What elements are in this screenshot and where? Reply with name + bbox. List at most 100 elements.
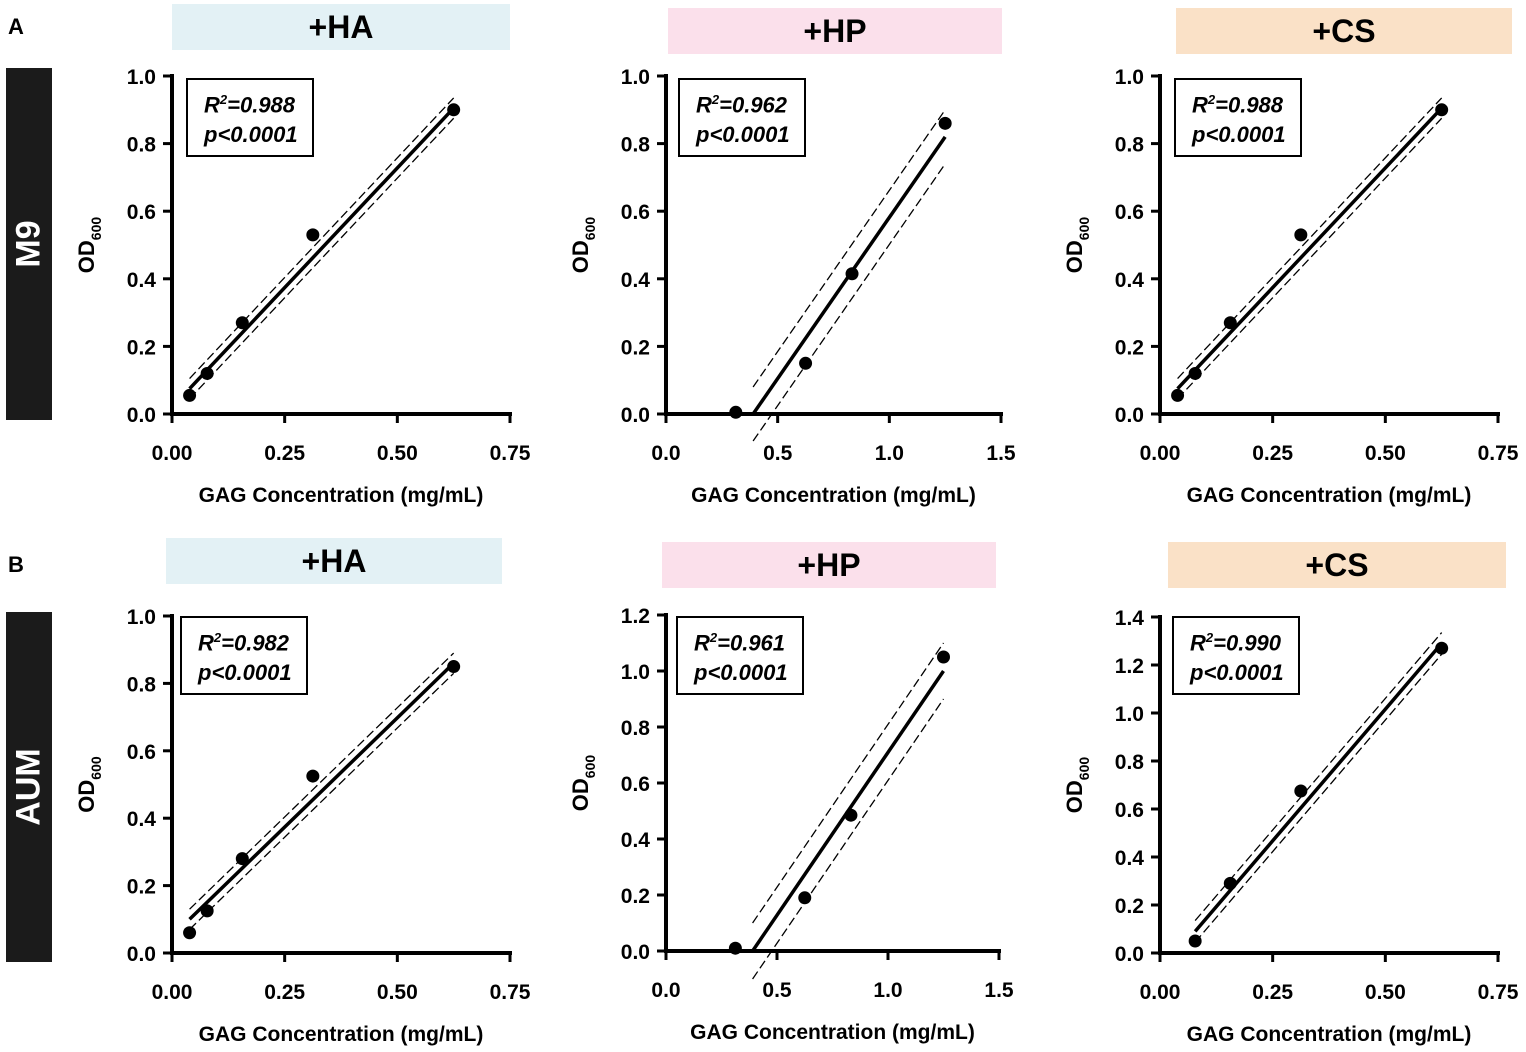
r2-line: R2=0.988 — [204, 92, 296, 118]
y-tick-label: 0.6 — [621, 201, 650, 224]
data-point — [728, 941, 742, 955]
x-tick-label: 0.75 — [1478, 981, 1519, 1004]
x-tick-label: 0.50 — [377, 442, 418, 465]
header-b-cs: +CS — [1168, 542, 1506, 588]
y-tick-label: 1.0 — [1115, 703, 1144, 726]
data-point — [729, 405, 743, 419]
data-point — [235, 852, 249, 866]
x-tick-label: 0.0 — [651, 442, 680, 465]
data-point — [1171, 388, 1185, 402]
p-value: p<0.0001 — [198, 660, 292, 686]
y-tick-label: 0.0 — [621, 941, 650, 964]
r2-line: R2=0.982 — [198, 630, 290, 656]
x-tick-label: 0.50 — [1365, 981, 1406, 1004]
ci-upper-line — [752, 109, 946, 388]
header-a-hp: +HP — [668, 8, 1002, 54]
x-tick-label: 0.25 — [1252, 442, 1293, 465]
x-tick-label: 0.50 — [1365, 442, 1406, 465]
y-axis-label: OD600 — [1062, 757, 1092, 814]
y-axis-label: OD600 — [74, 756, 104, 813]
data-point — [938, 116, 952, 130]
header-a-cs: +CS — [1176, 8, 1512, 54]
data-point — [1435, 103, 1449, 117]
x-tick-label: 0.75 — [1478, 442, 1519, 465]
y-tick-label: 0.8 — [1115, 751, 1145, 774]
data-point — [845, 267, 859, 281]
data-point — [200, 366, 214, 380]
x-tick-label: 0.75 — [490, 981, 531, 1004]
data-point — [183, 926, 197, 940]
y-tick-label: 0.6 — [1115, 201, 1144, 224]
y-tick-label: 0.8 — [1115, 134, 1145, 157]
fit-line — [188, 661, 455, 921]
y-tick-label: 0.8 — [127, 134, 157, 157]
stats-box-b-hp: R2=0.961 p<0.0001 — [676, 616, 804, 696]
row-label-m9: M9 — [6, 68, 52, 420]
data-point — [306, 769, 320, 783]
y-tick-label: 0.2 — [127, 876, 156, 899]
data-point — [844, 808, 858, 822]
ci-upper-line — [189, 652, 455, 910]
y-tick-label: 0.2 — [621, 336, 650, 359]
y-tick-label: 0.4 — [1115, 847, 1145, 870]
ci-lower-line — [1194, 653, 1443, 943]
y-tick-label: 0.0 — [1115, 404, 1144, 427]
ci-lower-line — [189, 672, 455, 930]
x-axis-label: GAG Concentration (mg/mL) — [199, 1023, 484, 1046]
stats-box-a-cs: R2=0.988 p<0.0001 — [1174, 78, 1302, 158]
x-tick-label: 0.5 — [762, 979, 792, 1002]
data-point — [1188, 934, 1202, 948]
x-tick-label: 0.75 — [490, 442, 531, 465]
r2-line: R2=0.961 — [694, 630, 786, 656]
ci-lower-line — [752, 163, 946, 442]
x-tick-label: 0.25 — [1252, 981, 1293, 1004]
r2-line: R2=0.990 — [1190, 630, 1282, 656]
row-label-aum: AUM — [6, 612, 52, 962]
y-tick-label: 0.0 — [127, 943, 156, 966]
ci-upper-line — [1194, 632, 1443, 922]
stats-box-b-cs: R2=0.990 p<0.0001 — [1172, 616, 1300, 696]
y-tick-label: 0.0 — [1115, 943, 1144, 966]
stats-box-a-ha: R2=0.988 p<0.0001 — [186, 78, 314, 158]
y-tick-label: 0.6 — [127, 201, 156, 224]
x-tick-label: 0.00 — [1140, 442, 1181, 465]
data-point — [1294, 228, 1308, 242]
x-axis-label: GAG Concentration (mg/mL) — [1187, 1023, 1472, 1046]
y-tick-label: 1.4 — [1115, 607, 1145, 630]
data-point — [1294, 784, 1308, 798]
data-point — [937, 650, 950, 664]
y-tick-label: 0.4 — [1115, 269, 1145, 292]
y-tick-label: 0.4 — [127, 269, 157, 292]
p-value: p<0.0001 — [694, 660, 788, 686]
y-tick-label: 0.0 — [621, 404, 650, 427]
x-axis-label: GAG Concentration (mg/mL) — [691, 484, 976, 507]
y-tick-label: 1.2 — [1115, 655, 1144, 678]
p-value: p<0.0001 — [696, 122, 790, 148]
x-tick-label: 0.00 — [152, 981, 193, 1004]
y-tick-label: 0.2 — [1115, 336, 1144, 359]
x-tick-label: 0.25 — [264, 981, 305, 1004]
data-point — [1188, 366, 1202, 380]
data-point — [799, 356, 813, 370]
y-tick-label: 0.2 — [1115, 895, 1144, 918]
y-tick-label: 1.0 — [127, 606, 156, 629]
data-point — [200, 904, 214, 918]
y-tick-label: 1.0 — [127, 66, 156, 89]
r2-line: R2=0.962 — [696, 92, 788, 118]
y-tick-label: 0.6 — [621, 773, 650, 796]
x-tick-label: 0.25 — [264, 442, 305, 465]
r2-line: R2=0.988 — [1192, 92, 1284, 118]
x-tick-label: 0.0 — [651, 979, 680, 1002]
data-point — [447, 660, 461, 674]
y-axis-label: OD600 — [568, 755, 598, 812]
y-tick-label: 0.8 — [621, 134, 651, 157]
y-tick-label: 0.2 — [621, 885, 650, 908]
y-tick-label: 1.0 — [1115, 66, 1144, 89]
data-point — [447, 103, 461, 117]
y-tick-label: 1.0 — [621, 66, 650, 89]
